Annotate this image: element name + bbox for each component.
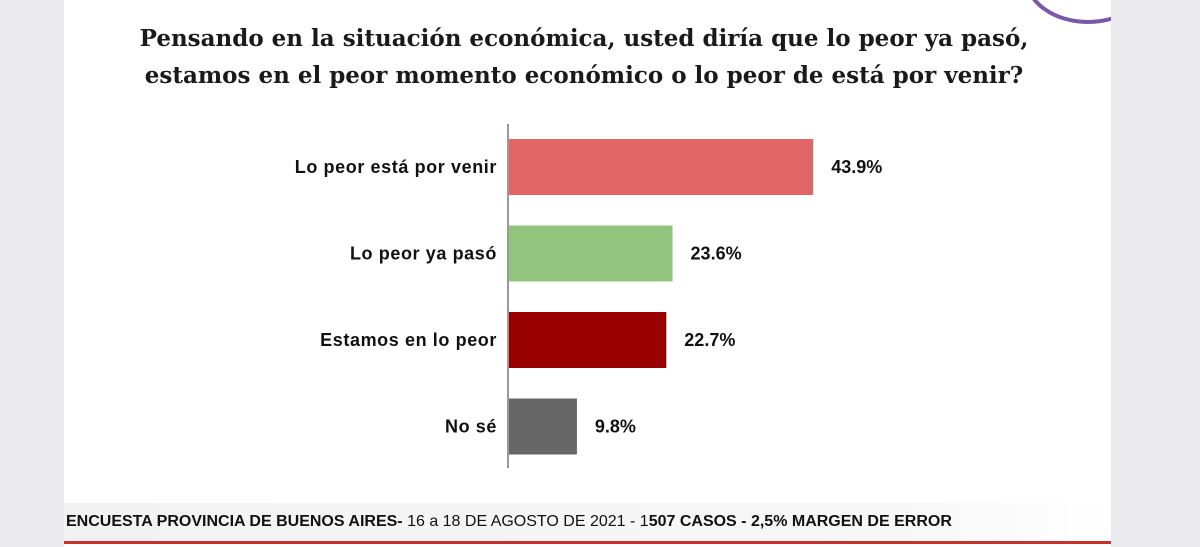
footer-survey-name: ENCUESTA PROVINCIA DE BUENOS AIRES- xyxy=(66,513,403,530)
footer-cases-margin: 507 CASOS - 2,5% MARGEN DE ERROR xyxy=(648,513,952,530)
value-label-0: 43.9% xyxy=(831,157,882,177)
value-label-2: 22.7% xyxy=(684,330,735,350)
bar-2 xyxy=(509,312,667,368)
category-label-2: Estamos en lo peor xyxy=(320,330,497,350)
bars-group: Lo peor está por venir 43.9% Lo peor ya pa… xyxy=(295,139,882,455)
category-label-1: Lo peor ya pasó xyxy=(350,244,497,264)
category-label-0: Lo peor está por venir xyxy=(295,157,497,177)
footer-bar: ENCUESTA PROVINCIA DE BUENOS AIRES- 16 a… xyxy=(64,503,1111,541)
category-label-3: No sé xyxy=(445,417,497,437)
bar-chart: Lo peor está por venir 43.9% Lo peor ya pa… xyxy=(295,124,882,468)
bar-3 xyxy=(509,398,577,455)
footer-dates: 16 a 18 DE AGOSTO DE 2021 - 1 xyxy=(402,513,649,530)
value-label-1: 23.6% xyxy=(691,244,742,264)
bar-1 xyxy=(509,225,673,282)
footer-text: ENCUESTA PROVINCIA DE BUENOS AIRES- 16 a… xyxy=(66,513,952,531)
footer-accent-line xyxy=(64,541,1111,544)
slide: Pensando en la situación económica, uste… xyxy=(64,0,1111,547)
chart-title: Pensando en la situación económica, uste… xyxy=(139,25,1029,89)
bar-0 xyxy=(509,139,814,195)
value-label-3: 9.8% xyxy=(595,417,636,437)
